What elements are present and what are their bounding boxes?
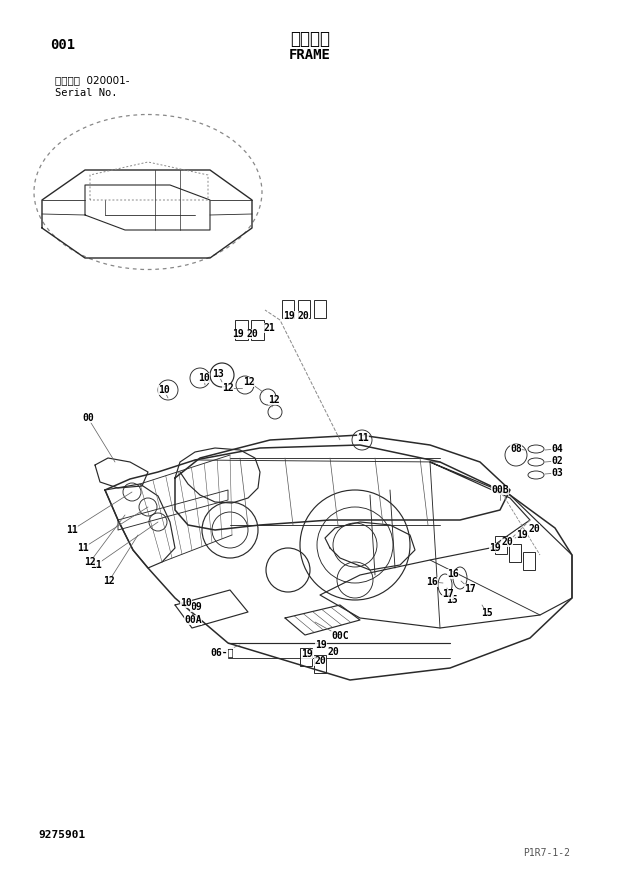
Bar — [251, 320, 264, 340]
Text: 16: 16 — [447, 569, 459, 579]
Text: 11: 11 — [90, 560, 102, 570]
Text: 001: 001 — [50, 38, 75, 52]
Text: 04: 04 — [551, 444, 563, 454]
Text: FRAME: FRAME — [289, 48, 331, 62]
Text: 19: 19 — [489, 543, 501, 553]
Bar — [509, 544, 521, 562]
Text: 12: 12 — [268, 395, 280, 405]
Text: 20: 20 — [501, 537, 513, 547]
Text: P1R7-1-2: P1R7-1-2 — [523, 848, 570, 858]
Text: 20: 20 — [314, 656, 326, 666]
Text: 9275901: 9275901 — [38, 830, 86, 840]
Text: 19: 19 — [283, 311, 295, 321]
Text: 10: 10 — [180, 598, 192, 608]
Text: 11: 11 — [66, 525, 78, 535]
Text: 09: 09 — [190, 602, 202, 612]
Text: 17: 17 — [464, 584, 476, 594]
Text: 03: 03 — [551, 468, 563, 478]
Text: 08: 08 — [510, 444, 522, 454]
Text: 適用号機  020001-: 適用号機 020001- — [55, 75, 130, 85]
Bar — [298, 300, 310, 318]
Text: 20: 20 — [528, 524, 540, 534]
Text: 17: 17 — [442, 589, 454, 599]
Text: 15: 15 — [446, 595, 458, 605]
Bar — [314, 300, 326, 318]
Text: 00B: 00B — [491, 485, 509, 495]
Text: 00: 00 — [82, 413, 94, 423]
Text: 12: 12 — [222, 383, 234, 393]
Text: 12: 12 — [243, 377, 255, 387]
Text: 10: 10 — [158, 385, 170, 395]
Bar — [495, 536, 507, 554]
Text: 16: 16 — [426, 577, 438, 587]
Text: 19: 19 — [301, 649, 313, 659]
Text: 20: 20 — [297, 311, 309, 321]
Text: 11: 11 — [357, 433, 369, 443]
Bar — [523, 552, 535, 570]
Text: フレーム: フレーム — [290, 30, 330, 48]
Bar — [235, 320, 248, 340]
Text: 20: 20 — [327, 647, 339, 657]
Text: 06-Ⅰ: 06-Ⅰ — [210, 647, 234, 657]
Text: 11: 11 — [77, 543, 89, 553]
Text: 20: 20 — [246, 329, 258, 339]
Bar — [300, 648, 312, 666]
Bar — [282, 300, 294, 318]
Text: 15: 15 — [481, 608, 493, 618]
Text: Serial No.: Serial No. — [55, 88, 118, 98]
Text: 12: 12 — [84, 557, 96, 567]
Text: 19: 19 — [315, 640, 327, 650]
Text: 00C: 00C — [331, 631, 349, 641]
Text: 19: 19 — [516, 530, 528, 540]
Text: 02: 02 — [551, 456, 563, 466]
Text: 21: 21 — [263, 323, 275, 333]
Text: 13: 13 — [212, 369, 224, 379]
Text: 19: 19 — [232, 329, 244, 339]
Text: 12: 12 — [103, 576, 115, 586]
Text: 00A: 00A — [184, 615, 202, 625]
Text: 10: 10 — [198, 373, 210, 383]
Bar — [314, 655, 326, 673]
